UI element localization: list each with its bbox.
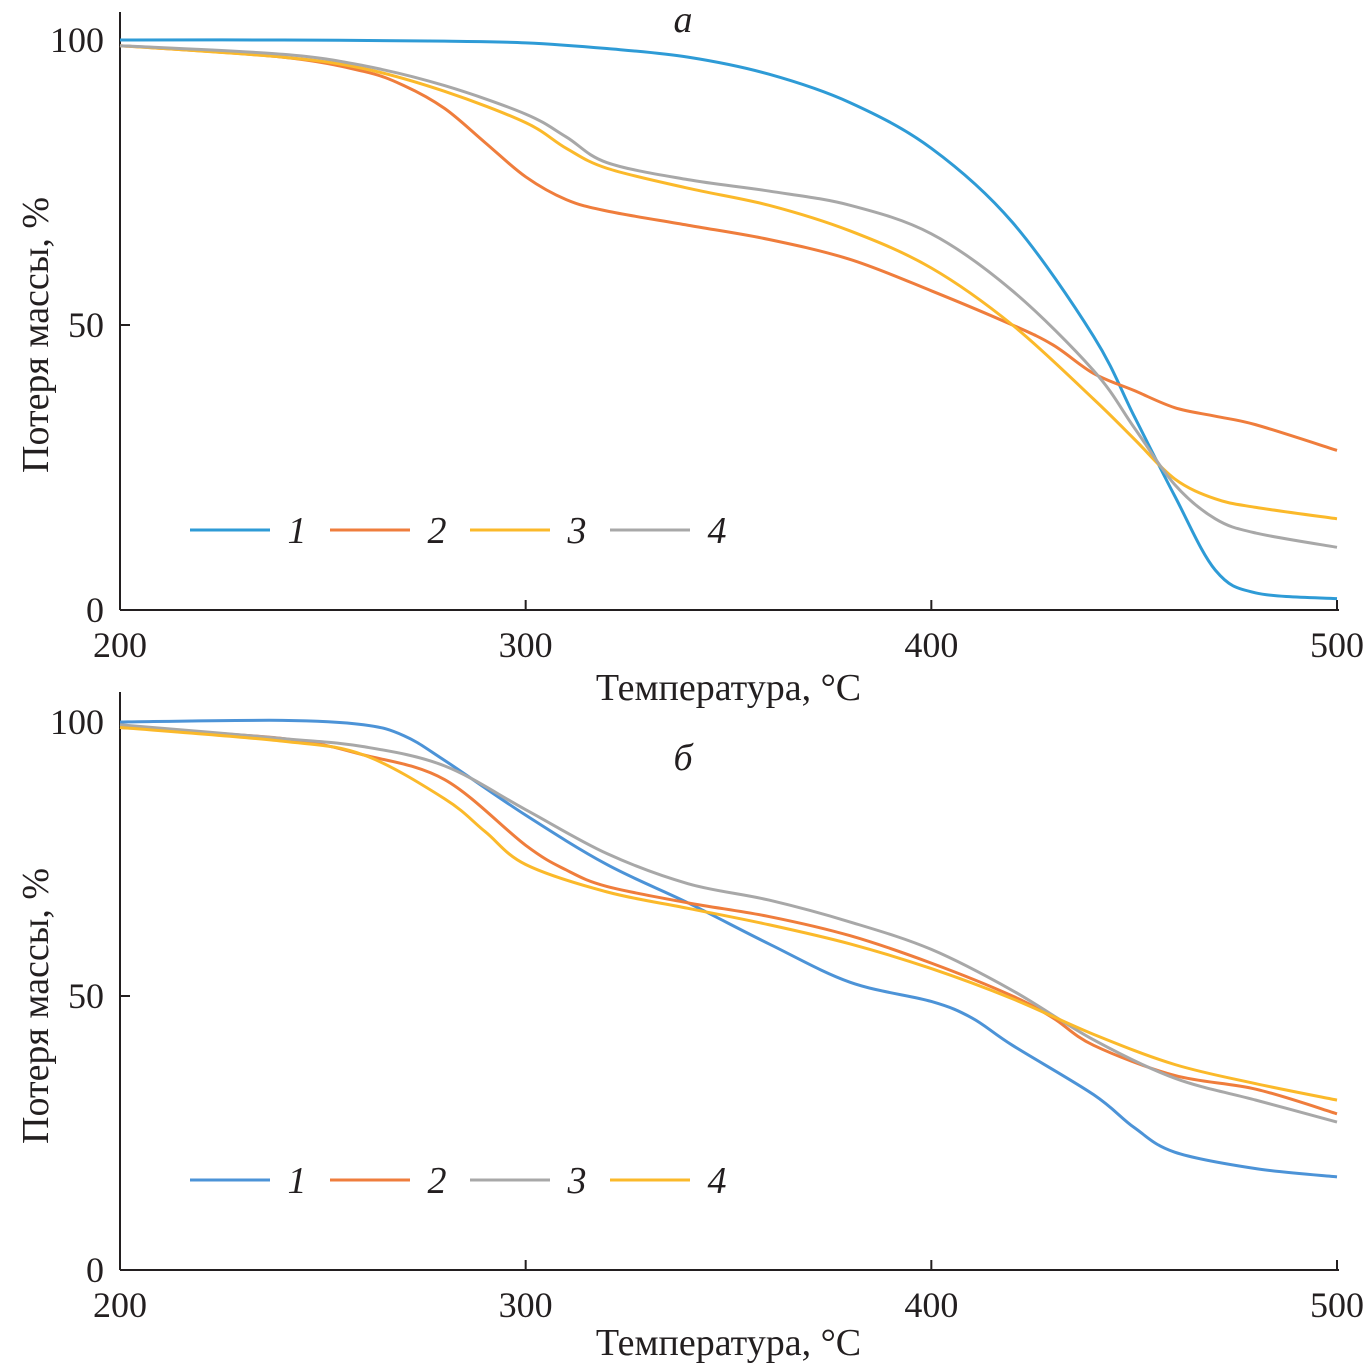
series-line-2 [119, 725, 1338, 1116]
legend-label-3: 3 [567, 510, 587, 552]
series-line-4 [119, 44, 1338, 549]
legend-label-3: 3 [567, 1160, 587, 1202]
legend-label-1: 1 [288, 1160, 307, 1202]
legend-label-1: 1 [288, 510, 307, 552]
y-tick-label: 100 [50, 20, 104, 60]
x-axis-title: Температура, °C [596, 667, 861, 709]
x-axis-title: Температура, °C [596, 1322, 861, 1364]
x-tick-label: 200 [93, 625, 147, 665]
y-tick-label: 50 [68, 976, 104, 1016]
x-tick-label: 400 [904, 625, 958, 665]
series-line-1 [119, 38, 1338, 601]
panel-2: 200 300 400 500 0 50 100 Температура, °C Потеря … [15, 692, 1364, 1364]
series-line-4 [119, 725, 1338, 1102]
series-line-1 [119, 718, 1338, 1179]
legend-label-4: 4 [708, 510, 727, 552]
y-tick-label: 0 [86, 590, 104, 630]
x-tick-label: 500 [1310, 1285, 1364, 1325]
x-tick-label: 400 [904, 1285, 958, 1325]
legend-label-2: 2 [428, 510, 447, 552]
y-tick-label: 50 [68, 305, 104, 345]
y-axis-title: Потеря массы, % [15, 868, 57, 1144]
series-line-3 [119, 723, 1338, 1124]
x-tick-label: 300 [499, 1285, 553, 1325]
series-line-2 [119, 44, 1338, 452]
y-tick-label: 0 [86, 1250, 104, 1290]
panel-label: а [674, 0, 693, 41]
x-tick-label: 500 [1310, 625, 1364, 665]
y-axis-title: Потеря массы, % [15, 197, 57, 473]
panel-1: 200 300 400 500 0 50 100 Температура, °C Потеря … [15, 0, 1364, 709]
series-line-3 [119, 44, 1338, 521]
x-tick-label: 300 [499, 625, 553, 665]
legend-label-4: 4 [708, 1160, 727, 1202]
panel-label: б [673, 737, 694, 779]
legend-label-2: 2 [428, 1160, 447, 1202]
x-tick-label: 200 [93, 1285, 147, 1325]
y-tick-label: 100 [50, 702, 104, 742]
